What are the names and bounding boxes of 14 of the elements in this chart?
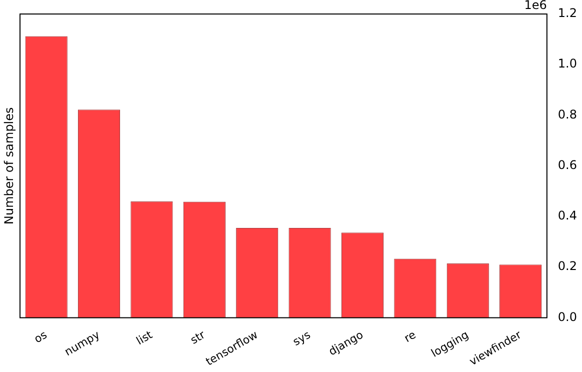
x-tick-label: list xyxy=(134,328,156,348)
x-tick-label: re xyxy=(402,328,418,346)
x-tick-label: sys xyxy=(290,328,313,349)
y-tick-label: 0.6 xyxy=(558,158,578,172)
y-tick-label: 0.4 xyxy=(558,208,578,223)
y-tick-label: 0.2 xyxy=(558,259,578,274)
y-tick-label: 0.8 xyxy=(558,107,578,122)
y-tick-label: 0.0 xyxy=(558,310,578,324)
x-tick-label: os xyxy=(32,328,50,346)
text: 1e6 xyxy=(524,0,547,12)
x-tick-label: str xyxy=(188,328,208,347)
y-tick-label: 1.0 xyxy=(558,56,578,71)
y-tick-label: 1.2 xyxy=(558,6,578,20)
y-axis-title: Number of samples xyxy=(2,107,16,224)
